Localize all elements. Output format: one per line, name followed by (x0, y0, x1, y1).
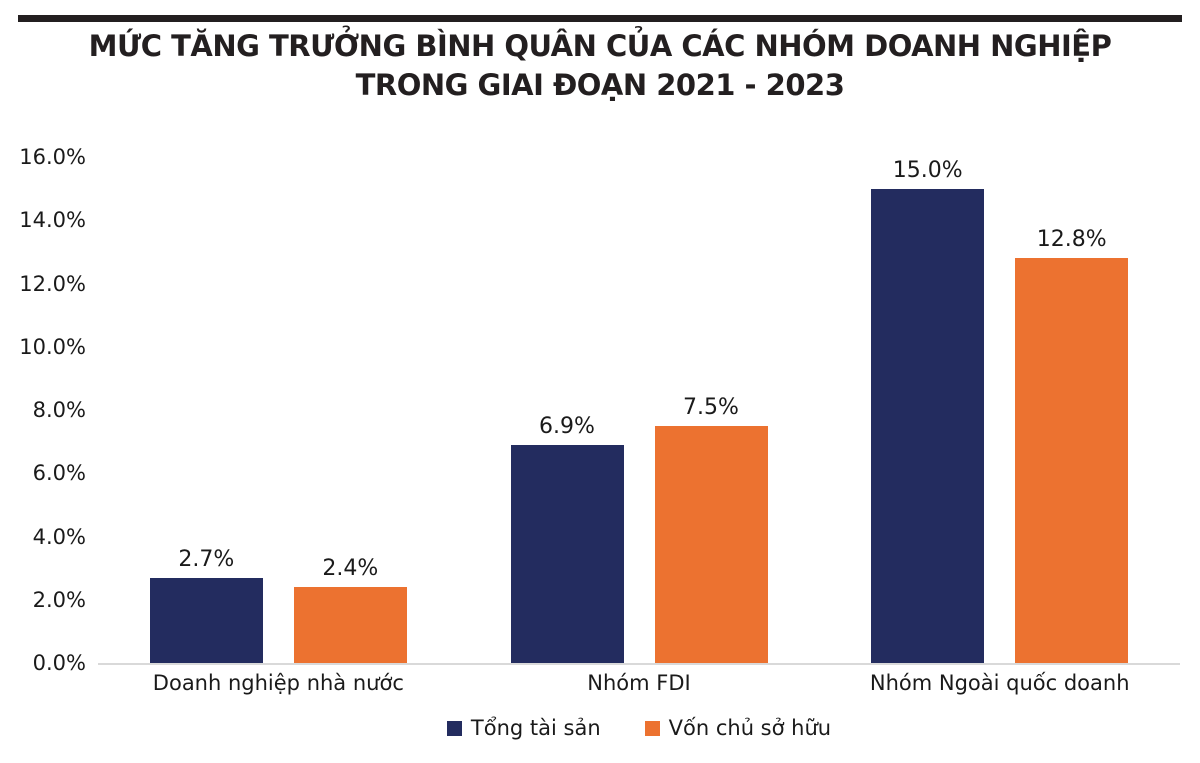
bar-group: 2.7% 2.4% (98, 157, 459, 663)
legend-label: Tổng tài sản (470, 716, 601, 740)
bar: 6.9% (510, 414, 624, 663)
legend: Tổng tài sản Vốn chủ sở hữu (98, 716, 1180, 740)
chart-title-line1: MỨC TĂNG TRƯỞNG BÌNH QUÂN CỦA CÁC NHÓM D… (88, 29, 1112, 63)
x-axis-category-labels: Doanh nghiệp nhà nước Nhóm FDI Nhóm Ngoài … (98, 671, 1180, 695)
legend-item: Vốn chủ sở hữu (644, 716, 832, 740)
bar-value-label: 12.8% (1036, 227, 1107, 253)
y-axis-tick-label: 4.0% (32, 524, 86, 549)
title-rule-divider (18, 15, 1182, 22)
y-axis-tick-label: 6.0% (32, 461, 86, 486)
bar: 12.8% (1015, 227, 1129, 663)
legend-item: Tổng tài sản (446, 716, 601, 740)
y-axis-tick-label: 2.0% (32, 587, 86, 612)
x-axis-category-label: Nhóm FDI (587, 671, 691, 695)
bar: 2.7% (149, 547, 263, 663)
bar-value-label: 2.7% (178, 546, 235, 572)
x-axis-category-label: Doanh nghiệp nhà nước (152, 671, 404, 695)
chart-title: MỨC TĂNG TRƯỞNG BÌNH QUÂN CỦA CÁC NHÓM D… (0, 27, 1200, 105)
y-axis-tick-label: 12.0% (19, 271, 86, 296)
legend-label: Vốn chủ sở hữu (668, 716, 832, 740)
y-axis-tick-label: 8.0% (32, 398, 86, 422)
y-axis-tick-label: 16.0% (19, 145, 86, 169)
y-axis-tick-label: 0.0% (32, 651, 86, 675)
y-axis-tick-label: 10.0% (19, 334, 86, 359)
bar-group: 6.9% 7.5% (459, 157, 820, 663)
bar-value-label: 15.0% (892, 157, 963, 183)
y-axis: 0.0% 2.0% 4.0% 6.0% 8.0% 10.0% 12.0% 14.0% 16.0% (0, 145, 86, 675)
y-axis-tick-label: 14.0% (19, 208, 86, 233)
bar: 15.0% (871, 158, 985, 663)
legend-swatch-icon (644, 720, 660, 736)
plot-area: 2.7% 2.4% 6.9% 7.5% 15.0% 12.8% (98, 157, 1180, 665)
bar-group: 15.0% 12.8% (819, 157, 1180, 663)
legend-swatch-icon (446, 720, 462, 736)
x-axis-category-label: Nhóm Ngoài quốc doanh (869, 671, 1130, 695)
bar-value-label: 2.4% (322, 556, 379, 582)
bar-value-label: 7.5% (683, 394, 739, 420)
bar: 2.4% (293, 556, 407, 663)
chart-title-line2: TRONG GIAI ĐOẠN 2021 - 2023 (355, 68, 845, 102)
bar: 7.5% (654, 395, 768, 663)
bar-value-label: 6.9% (539, 413, 595, 439)
